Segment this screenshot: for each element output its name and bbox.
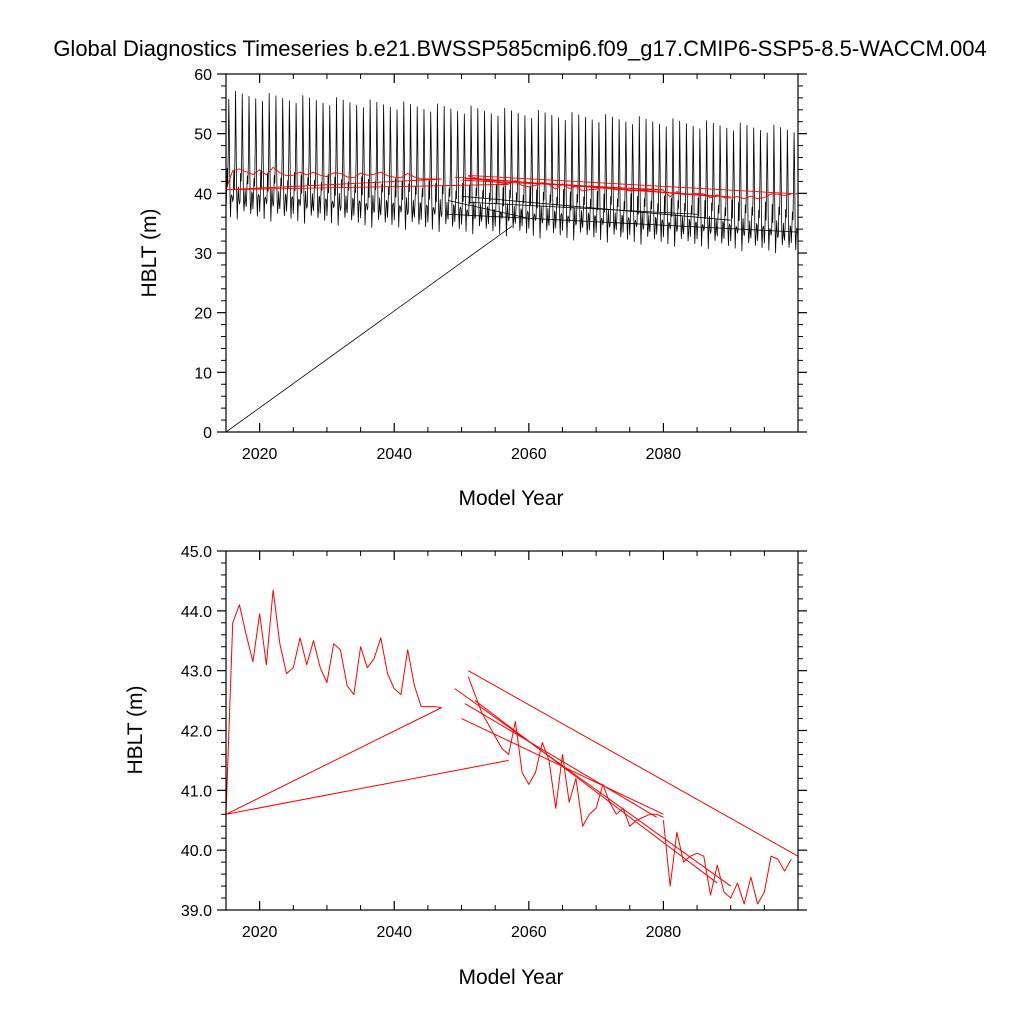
bottom-tick-labels: 2020 2040 2060 2080 39.0 40.0 41.0 42.0 43.0 44.0… [181,544,681,941]
bottom-ytick-label: 41.0 [181,783,212,800]
top-plot-frame [225,73,799,433]
monthly-series-line [226,90,798,254]
annual-series-segment [662,820,792,905]
annual-series-segment [468,670,798,857]
annual-series-segment [468,174,798,195]
top-ytick-label: 60 [194,67,212,84]
top-ytick-label: 20 [194,306,212,323]
top-ytick-label: 10 [194,365,212,382]
monthly-series-segment [468,201,698,215]
top-panel: 2020 2040 2060 2080 0 10 20 30 40 50 60 Model Year… [138,67,807,510]
monthly-series-segment [448,213,798,233]
annual-series-segment [474,177,718,198]
bottom-axis-ticks [217,550,807,911]
top-x-axis-label: Model Year [458,487,563,510]
top-tick-labels: 2020 2040 2060 2080 0 10 20 30 40 50 60 [194,67,681,463]
top-ytick-label: 30 [194,246,212,263]
monthly-series-segment [447,200,529,219]
bottom-xtick-label: 2040 [376,924,412,941]
annual-series-line [226,166,509,191]
top-y-axis-label: HBLT (m) [138,208,161,297]
top-ytick-label: 50 [194,127,212,144]
bottom-xtick-label: 2060 [511,924,547,941]
top-xtick-label: 2040 [376,446,412,463]
bottom-plot-frame [225,550,799,911]
bottom-x-axis-label: Model Year [458,966,563,989]
top-axis-ticks [217,73,807,433]
bottom-ytick-label: 39.0 [181,903,212,920]
bottom-y-axis-label: HBLT (m) [124,685,147,774]
bottom-ytick-label: 45.0 [181,544,212,561]
top-xtick-label: 2080 [646,446,682,463]
bottom-ytick-label: 43.0 [181,664,212,681]
bottom-panel: 2020 2040 2060 2080 39.0 40.0 41.0 42.0 43.0 44.0… [124,544,807,989]
top-xtick-label: 2060 [511,446,547,463]
top-monthly-series [226,90,798,432]
annual-series-segment [464,178,657,191]
annual-series-line [226,589,509,815]
annual-series-segment [464,703,657,818]
monthly-series-segment [226,225,513,432]
bottom-ytick-label: 44.0 [181,604,212,621]
top-ytick-label: 40 [194,186,212,203]
monthly-series-segment [461,195,731,221]
top-xtick-label: 2020 [242,446,278,463]
bottom-xtick-label: 2020 [242,924,278,941]
bottom-xtick-label: 2080 [646,924,682,941]
bottom-ytick-label: 40.0 [181,843,212,860]
annual-series-segment [467,676,664,827]
annual-series-segment [474,700,718,884]
top-ytick-label: 0 [203,425,212,442]
bottom-annual-series [226,589,798,905]
top-annual-series [226,166,798,200]
bottom-ytick-label: 42.0 [181,724,212,741]
figure-title: Global Diagnostics Timeseries b.e21.BWSS… [53,36,986,61]
annual-series-segment [454,688,732,887]
annual-series-segment [468,175,664,192]
